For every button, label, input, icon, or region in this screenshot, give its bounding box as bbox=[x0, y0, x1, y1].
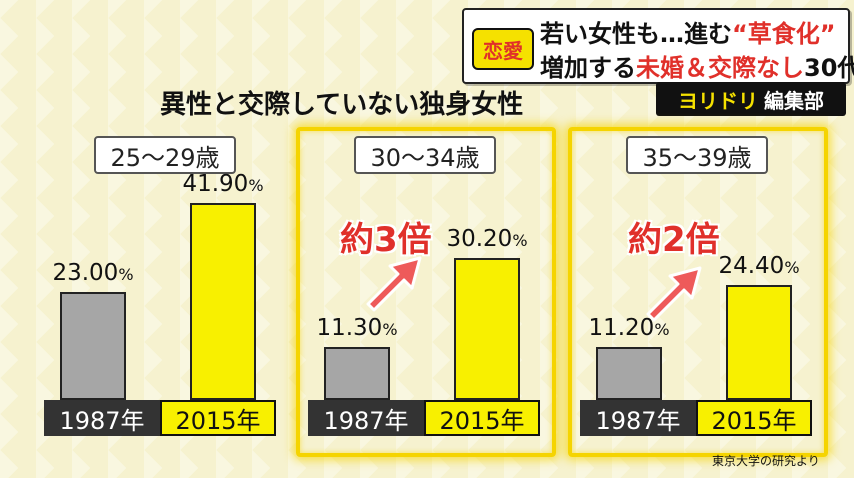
year-strip-25-29: 1987年 2015年 bbox=[44, 400, 276, 436]
ratio-label-35-39: 約2倍 bbox=[628, 220, 720, 260]
age-label-35-39: 35～39歳 bbox=[626, 136, 768, 174]
year-label-1987: 1987年 bbox=[308, 400, 424, 436]
source-tag: ヨリドリ 編集部 bbox=[656, 82, 846, 116]
value-label-25-29-1987: 23.00% bbox=[52, 260, 134, 286]
year-label-2015: 2015年 bbox=[160, 400, 276, 436]
value-label-30-34-1987: 11.30% bbox=[316, 315, 398, 341]
year-label-1987: 1987年 bbox=[44, 400, 160, 436]
bar-25-29-1987 bbox=[60, 292, 126, 400]
bar-35-39-1987 bbox=[596, 347, 662, 400]
year-label-1987: 1987年 bbox=[580, 400, 696, 436]
year-label-2015: 2015年 bbox=[696, 400, 812, 436]
age-label-25-29: 25～29歳 bbox=[94, 136, 236, 174]
value-label-30-34-2015: 30.20% bbox=[446, 226, 528, 252]
year-label-2015: 2015年 bbox=[424, 400, 540, 436]
value-label-25-29-2015: 41.90% bbox=[182, 171, 264, 197]
ratio-label-30-34: 約3倍 bbox=[340, 220, 432, 260]
source-brand: ヨリドリ bbox=[678, 88, 758, 113]
headline-line-2: 増加する未婚＆交際なし30代 bbox=[540, 54, 854, 82]
category-badge: 恋愛 bbox=[472, 28, 534, 70]
headline-line-1: 若い女性も…進む“草食化” bbox=[540, 20, 836, 48]
year-strip-35-39: 1987年 2015年 bbox=[580, 400, 812, 436]
bar-35-39-2015 bbox=[726, 285, 792, 400]
bar-30-34-1987 bbox=[324, 347, 390, 400]
headline-box: 恋愛 若い女性も…進む“草食化” 増加する未婚＆交際なし30代 bbox=[462, 8, 854, 84]
value-label-35-39-2015: 24.40% bbox=[718, 253, 800, 279]
source-dept: 編集部 bbox=[764, 88, 824, 113]
chart-title: 異性と交際していない独身女性 bbox=[160, 90, 524, 120]
citation: 東京大学の研究より bbox=[712, 454, 820, 468]
bar-25-29-2015 bbox=[190, 203, 256, 400]
up-arrow-icon bbox=[366, 256, 422, 312]
bar-30-34-2015 bbox=[454, 258, 520, 400]
up-arrow-icon bbox=[646, 266, 702, 322]
highlight-box-30-34 bbox=[296, 127, 556, 457]
value-label-35-39-1987: 11.20% bbox=[588, 315, 670, 341]
highlight-box-35-39 bbox=[568, 127, 828, 457]
year-strip-30-34: 1987年 2015年 bbox=[308, 400, 540, 436]
age-label-30-34: 30～34歳 bbox=[354, 136, 496, 174]
